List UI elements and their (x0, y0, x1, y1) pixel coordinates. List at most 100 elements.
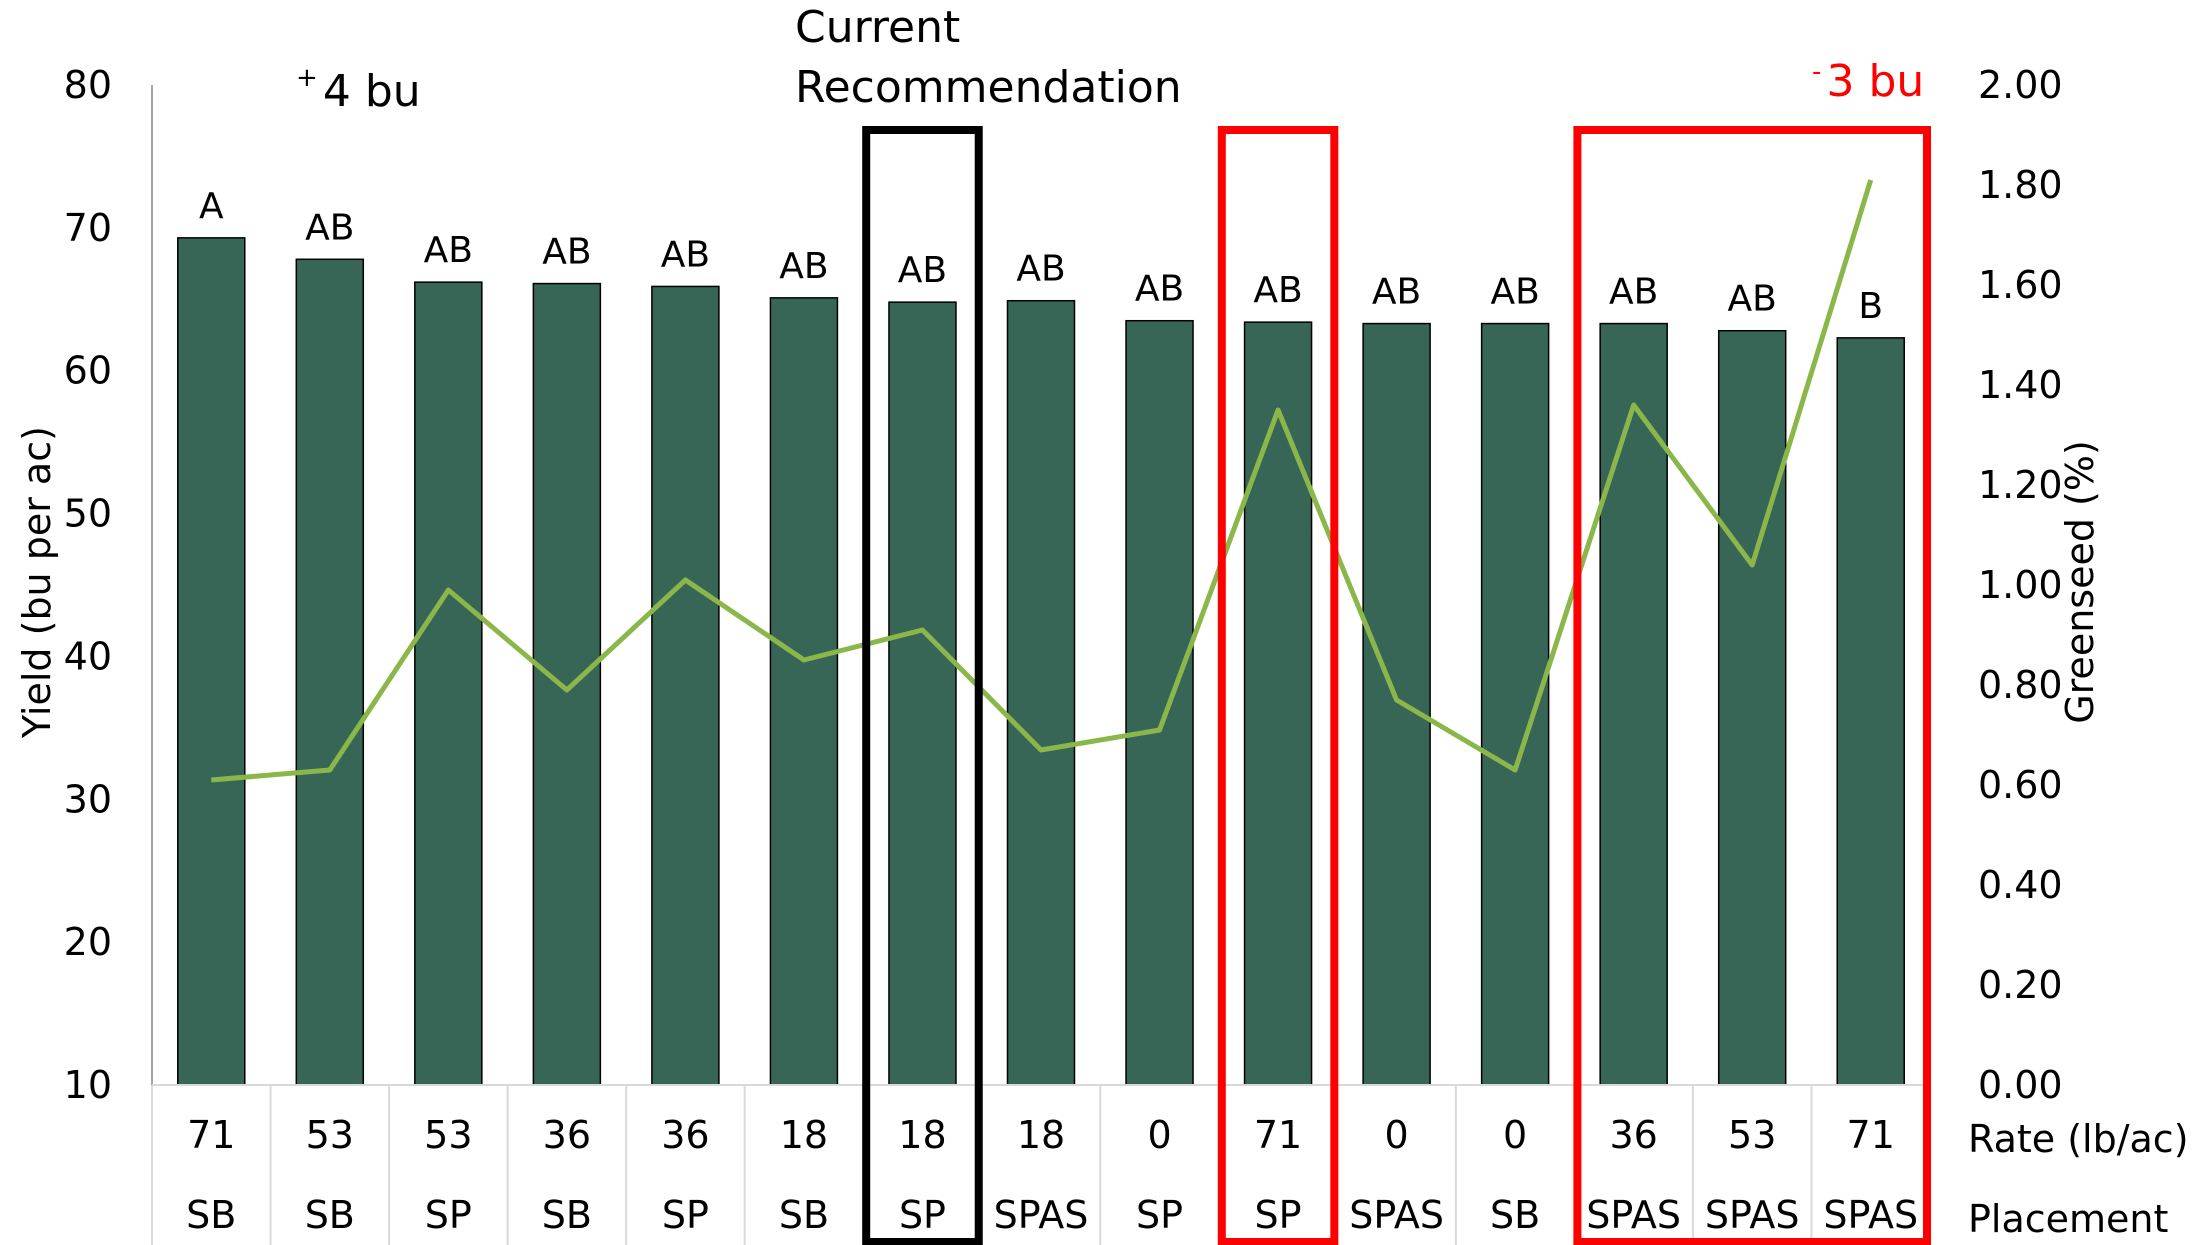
rate-label: 36 (543, 1113, 591, 1157)
placement-label: SP (1136, 1193, 1183, 1237)
rate-label: 0 (1147, 1113, 1171, 1157)
rate-label: 53 (1728, 1113, 1776, 1157)
rate-label: 53 (306, 1113, 354, 1157)
rate-label: 71 (1847, 1113, 1895, 1157)
yield-bar (651, 285, 720, 1086)
plus-value: 4 bu (323, 66, 421, 117)
rate-label: 36 (661, 1113, 709, 1157)
yield-bar (1599, 322, 1668, 1086)
y-right-tick-label: 1.80 (1978, 163, 2063, 207)
y-right-tick-label: 0.00 (1978, 1063, 2063, 1107)
y-left-tick-label: 50 (64, 492, 112, 536)
placement-label: SB (186, 1193, 236, 1237)
y-left-tick-label: 60 (64, 349, 112, 393)
significance-letter: AB (779, 246, 828, 287)
plus-sign: + (296, 63, 318, 93)
highlight-boxes (862, 126, 1932, 1245)
y-right-tick-label: 1.60 (1978, 263, 2063, 307)
significance-letter: B (1858, 286, 1883, 327)
placement-label: SPAS (1586, 1193, 1681, 1237)
y-left-axis-title: Yield (bu per ac) (15, 426, 59, 739)
significance-letter: AB (1609, 272, 1658, 313)
placement-label: SB (542, 1193, 592, 1237)
placement-row-label: Placement (1968, 1197, 2168, 1241)
placement-label: SB (1490, 1193, 1540, 1237)
significance-letter: AB (898, 250, 947, 291)
yield-bar (1125, 319, 1194, 1086)
yield-bar (295, 258, 365, 1086)
placement-label: SP (899, 1193, 946, 1237)
significance-letter: AB (1016, 249, 1065, 290)
rate-label: 53 (424, 1113, 472, 1157)
y-left-tick-label: 20 (64, 920, 112, 964)
yield-bar (532, 282, 602, 1086)
minus-3-bu-annotation: - 3 bu (1812, 56, 1924, 107)
y-right-tick-label: 0.60 (1978, 763, 2063, 807)
significance-letter: AB (1253, 270, 1302, 311)
y-left-tick-label: 80 (64, 63, 112, 107)
yield-bar (1836, 337, 1905, 1086)
significance-letter: AB (424, 230, 473, 271)
axes-layer: 10 20 30 40 50 60 70 80 0.00 0.20 0.40 0.60 0.80 1.00… (64, 63, 2063, 1107)
yield-bar (769, 297, 839, 1086)
red-highlight-box (1217, 126, 1339, 1245)
rate-label: 71 (187, 1113, 235, 1157)
placement-label: SP (1255, 1193, 1302, 1237)
y-left-tick-label: 10 (64, 1063, 112, 1107)
placement-label: SPAS (994, 1193, 1089, 1237)
yield-bar (1006, 299, 1076, 1086)
bars-layer: A AB AB AB AB AB AB AB AB AB AB AB AB AB B (177, 186, 1905, 1086)
y-right-tick-label: 2.00 (1978, 63, 2063, 107)
minus-sign: - (1812, 57, 1821, 87)
rate-row-label: Rate (lb/ac) (1968, 1117, 2189, 1161)
yield-bar (177, 237, 246, 1086)
placement-label: SPAS (1349, 1193, 1444, 1237)
significance-letter: AB (1728, 279, 1777, 320)
rate-label: 71 (1254, 1113, 1302, 1157)
rate-label: 0 (1503, 1113, 1527, 1157)
rate-label: 36 (1609, 1113, 1657, 1157)
placement-label: SP (662, 1193, 709, 1237)
placement-label: SB (305, 1193, 355, 1237)
y-left-tick-label: 40 (64, 634, 112, 678)
y-right-tick-label: 0.20 (1978, 963, 2063, 1007)
minus-value: 3 bu (1826, 56, 1924, 107)
y-right-tick-label: 0.40 (1978, 863, 2063, 907)
line-layer (211, 179, 1874, 783)
y-right-tick-label: 1.00 (1978, 563, 2063, 607)
significance-letter: AB (542, 232, 591, 273)
plus-4-bu-annotation: + 4 bu (296, 63, 421, 117)
y-right-axis-title: Greenseed (%) (2058, 440, 2102, 724)
current-recommendation-line2: Recommendation (795, 62, 1182, 113)
yield-bar (1717, 329, 1787, 1086)
yield-bar (1243, 321, 1313, 1086)
y-right-tick-label: 0.80 (1978, 663, 2063, 707)
significance-letter: AB (305, 207, 354, 248)
significance-letter: AB (1490, 272, 1539, 313)
rate-label: 18 (898, 1113, 946, 1157)
rate-label: 18 (1017, 1113, 1065, 1157)
significance-letter: A (199, 186, 224, 227)
rate-label: 0 (1385, 1113, 1409, 1157)
yield-bar (1362, 322, 1431, 1086)
significance-letter: AB (1372, 272, 1421, 313)
y-right-tick-label: 1.20 (1978, 463, 2063, 507)
placement-label: SPAS (1823, 1193, 1918, 1237)
labels-layer: Yield (bu per ac) Greenseed (%) Current … (15, 2, 2189, 1241)
y-left-tick-label: 30 (64, 777, 112, 821)
y-left-tick-label: 70 (64, 206, 112, 250)
category-table: 71 53 53 36 36 18 18 18 0 71 0 0 36 53 71 SB SB SP SB SP SB S… (151, 1084, 1931, 1245)
yield-bar (888, 301, 957, 1086)
placement-label: SB (779, 1193, 829, 1237)
current-recommendation-box (862, 126, 983, 1245)
placement-label: SP (425, 1193, 472, 1237)
yield-bar (414, 281, 483, 1086)
rate-label: 18 (780, 1113, 828, 1157)
current-recommendation-line1: Current (795, 2, 960, 53)
y-right-tick-label: 1.40 (1978, 363, 2063, 407)
significance-letter: AB (1135, 269, 1184, 310)
red-highlight-box (1573, 126, 1932, 1245)
significance-letter: AB (661, 234, 710, 275)
placement-label: SPAS (1705, 1193, 1800, 1237)
